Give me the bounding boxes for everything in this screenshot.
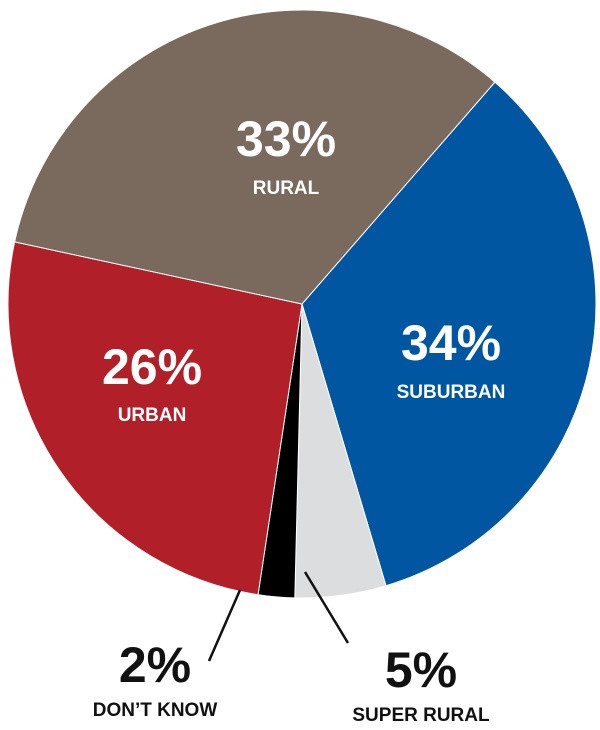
leader-lines: [207, 571, 350, 662]
slice-category-label-dont-know: DON’T KNOW: [93, 700, 218, 721]
slice-category-label-rural: RURAL: [253, 178, 320, 199]
slice-category-label-suburban: SUBURBAN: [397, 382, 506, 403]
pie-slice-urban: [7, 241, 303, 596]
pie-slices: [7, 9, 597, 599]
pie-slice-rural: [14, 9, 496, 305]
slice-value-label-dont-know: 2%: [119, 637, 191, 693]
slice-value-label-rural: 33%: [236, 111, 336, 167]
slice-category-label-urban: URBAN: [118, 405, 187, 426]
slice-value-label-super-rural: 5%: [385, 642, 457, 698]
leader-line-super-rural: [303, 571, 350, 644]
slice-value-label-suburban: 34%: [401, 315, 501, 371]
slice-category-label-super-rural: SUPER RURAL: [352, 705, 490, 726]
slice-value-label-urban: 26%: [102, 339, 202, 395]
leader-line-dont-know: [207, 589, 242, 662]
pie-slice-suburban: [301, 81, 597, 587]
